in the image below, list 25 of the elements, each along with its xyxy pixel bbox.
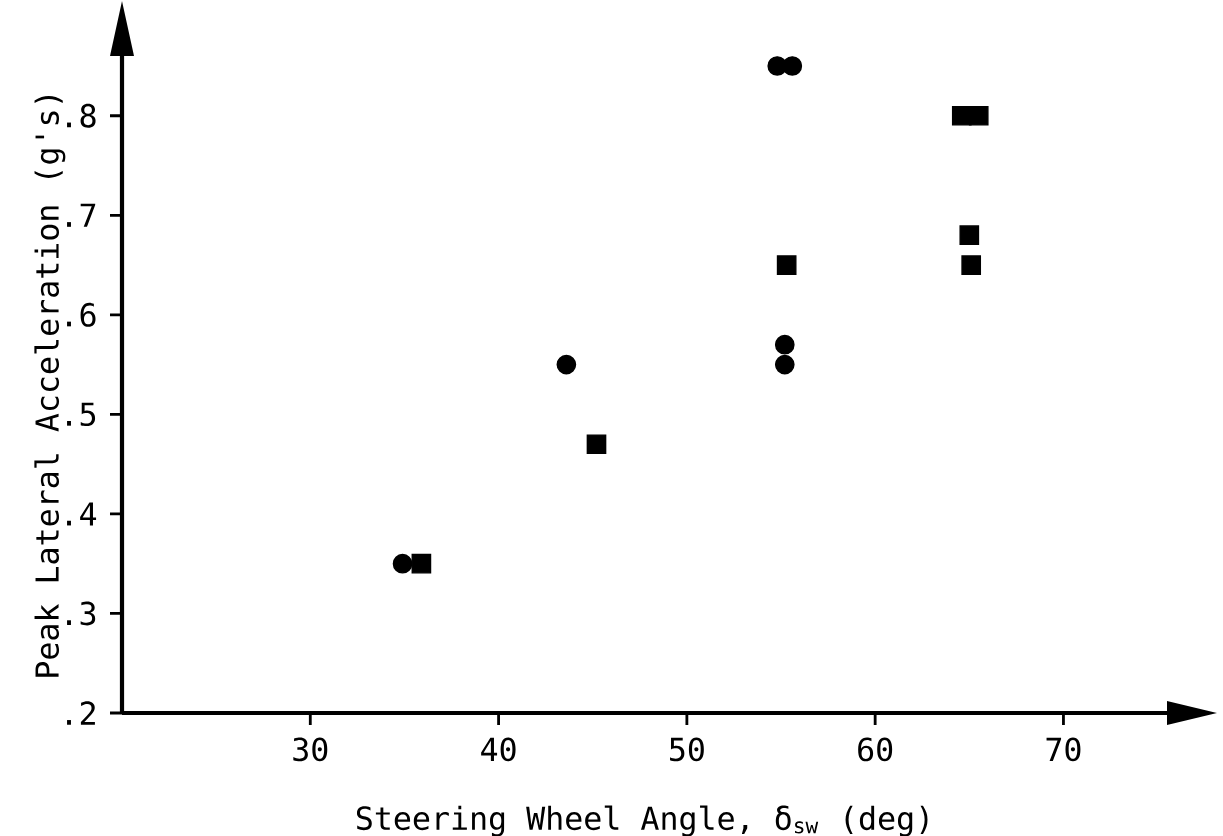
y-axis-title: Peak Lateral Acceleration (g's) [34, 95, 66, 677]
point [556, 354, 577, 375]
point [959, 225, 980, 246]
y-tick-label: .5 [67, 402, 96, 427]
point [776, 255, 797, 275]
x-tick-label: 60 [858, 737, 893, 762]
point [392, 553, 413, 574]
y-tick-label: .2 [67, 701, 95, 725]
y-tick-label: .6 [67, 302, 96, 327]
x-tick-label: 70 [1046, 737, 1081, 762]
y-tick-label: .3 [67, 601, 96, 626]
point [774, 354, 795, 375]
text: Steering Wheel Angle, δ$_{sw}$ (deg) [356, 805, 928, 836]
point [968, 105, 989, 126]
x-tick-label: 50 [670, 737, 704, 762]
x-tick-label: 40 [481, 737, 516, 762]
point [774, 334, 795, 355]
y-tick-label: .4 [67, 502, 97, 526]
x-tick-label: 30 [293, 737, 328, 762]
y-tick-label: .8 [67, 103, 96, 128]
point [782, 56, 803, 76]
point [961, 255, 982, 275]
point [586, 434, 607, 455]
point [411, 553, 432, 574]
y-tick-label: .7 [67, 203, 96, 227]
